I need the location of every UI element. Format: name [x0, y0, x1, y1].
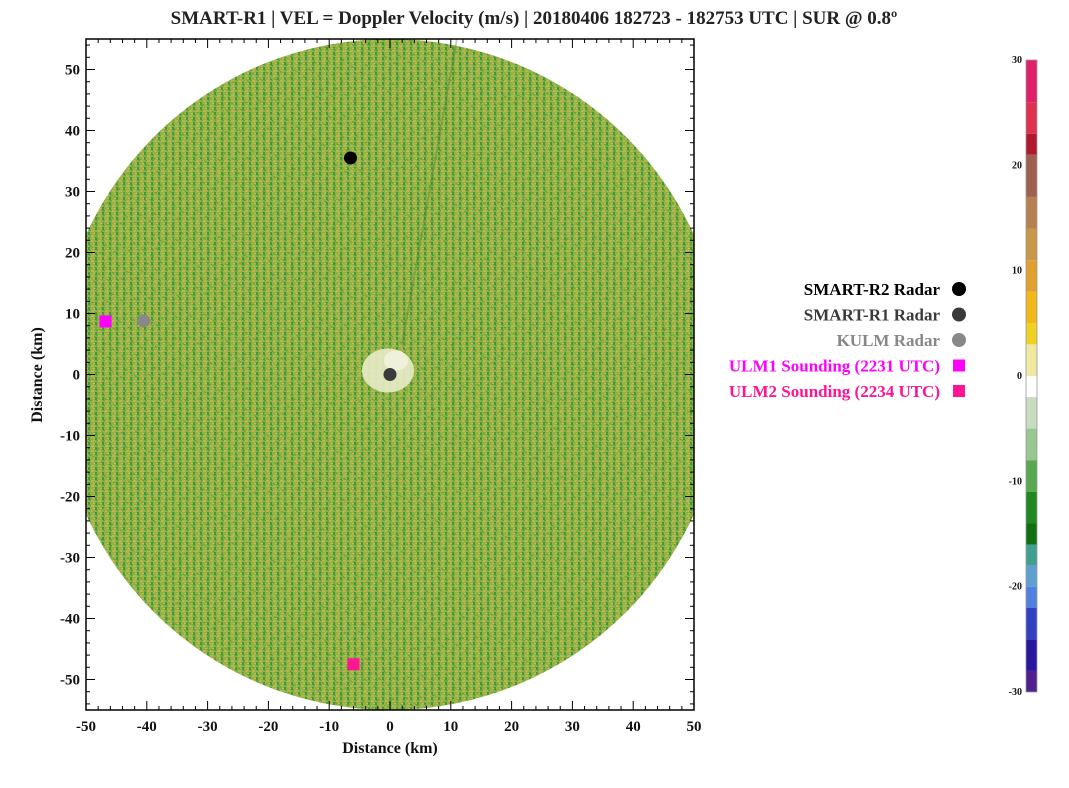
x-tick-label: -50	[76, 719, 96, 735]
legend-symbol	[952, 333, 966, 347]
x-tick-label: -40	[137, 719, 157, 735]
legend-label: KULM Radar	[837, 331, 941, 350]
colorbar-swatch	[1026, 344, 1037, 376]
colorbar-tick-label: -20	[1009, 582, 1022, 593]
legend-label: ULM2 Sounding (2234 UTC)	[729, 382, 940, 401]
colorbar-swatch	[1026, 523, 1037, 545]
colorbar-swatch	[1026, 670, 1037, 692]
legend-label: SMART-R1 Radar	[804, 306, 941, 325]
legend-symbol	[953, 359, 965, 372]
legend-label: SMART-R2 Radar	[804, 280, 941, 299]
colorbar-swatch	[1026, 544, 1037, 566]
colorbar-tick-label: 20	[1012, 160, 1022, 171]
colorbar-swatch	[1026, 154, 1037, 197]
colorbar-tick-label: 10	[1012, 266, 1022, 277]
colorbar-swatch	[1026, 460, 1037, 492]
colorbar-swatch	[1026, 397, 1037, 429]
colorbar-swatch	[1026, 586, 1037, 608]
colorbar-frame	[1025, 59, 1038, 693]
colorbar-swatch	[1026, 428, 1037, 461]
x-tick-label: 40	[626, 719, 641, 735]
markers	[99, 151, 397, 671]
colorbar-tick-label: 30	[1012, 55, 1022, 66]
y-tick-label: 40	[65, 124, 80, 140]
beam-ray	[401, 39, 458, 345]
y-axis-label: Distance (km)	[29, 327, 46, 423]
y-tick-label: -40	[60, 612, 80, 628]
colorbar-swatch	[1026, 196, 1037, 229]
legend: SMART-R2 Radar SMART-R1 Radar KULM Radar UL…	[729, 280, 966, 401]
y-tick-label: 20	[65, 246, 80, 262]
colorbar-tick-label: -10	[1009, 476, 1022, 487]
y-tick-label: 50	[65, 63, 80, 79]
y-tick-label: 30	[65, 185, 80, 201]
colorbar-swatch	[1026, 565, 1037, 587]
x-tick-label: 20	[504, 719, 519, 735]
legend-symbol	[953, 385, 965, 397]
legend-symbol	[952, 307, 966, 322]
x-tick-label: 10	[443, 719, 458, 735]
colorbar-swatch	[1026, 291, 1037, 324]
colorbar-swatch	[1026, 323, 1037, 345]
marker-smart-r1-radar	[383, 368, 397, 381]
y-tick-label: -10	[60, 429, 80, 445]
marker-ulm2-sounding-2234-utc-	[347, 658, 360, 671]
x-tick-label: 30	[565, 719, 580, 735]
chart-title: SMART-R1 | VEL = Doppler Velocity (m/s) …	[171, 8, 898, 29]
y-tick-label: 0	[73, 368, 81, 384]
colorbar-swatch	[1026, 376, 1037, 398]
marker-smart-r2-radar	[343, 151, 357, 165]
colorbar-swatch	[1026, 639, 1037, 671]
colorbar-swatch	[1026, 60, 1037, 103]
y-tick-label: 10	[65, 307, 80, 323]
y-tick-label: -50	[60, 673, 80, 689]
center-clutter	[384, 350, 408, 371]
marker-ulm1-sounding-2231-utc-	[99, 315, 112, 328]
colorbar-swatch	[1026, 228, 1037, 261]
x-axis-label: Distance (km)	[342, 740, 438, 757]
legend-label: ULM1 Sounding (2231 UTC)	[729, 357, 940, 376]
colorbar-swatch	[1026, 491, 1037, 524]
colorbar-swatch	[1026, 607, 1037, 640]
y-tick-label: -30	[60, 551, 80, 567]
colorbar-tick-label: -30	[1009, 687, 1022, 698]
colorbar: 30 20 10 0 -10 -20 -30	[1009, 55, 1038, 698]
x-tick-label: -10	[319, 719, 339, 735]
x-tick-label: -30	[198, 719, 218, 735]
colorbar-swatch	[1026, 260, 1037, 292]
y-tick-label: -20	[60, 490, 80, 506]
colorbar-tick-label: 0	[1017, 371, 1022, 382]
x-tick-label: 50	[687, 719, 702, 735]
x-tick-label: 0	[386, 719, 394, 735]
legend-symbol	[952, 282, 966, 296]
colorbar-swatch	[1026, 102, 1037, 134]
axes: -50 -40 -30 -20 -10 0 10 20 30 40 50 -50 -40 -30 -20 -1…	[60, 38, 702, 735]
marker-kulm-radar	[137, 314, 151, 328]
colorbar-swatch	[1026, 133, 1037, 155]
x-tick-label: -20	[258, 719, 278, 735]
